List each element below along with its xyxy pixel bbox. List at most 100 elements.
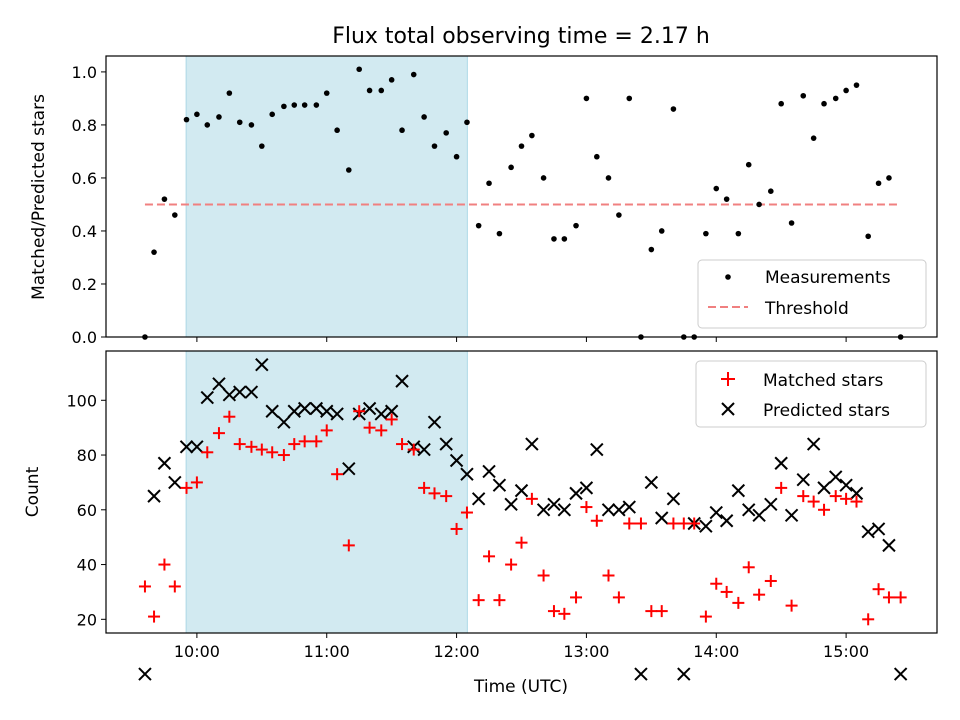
measurement-point bbox=[226, 90, 233, 96]
measurement-point bbox=[529, 132, 535, 139]
measurement-point bbox=[421, 114, 427, 120]
measurement-point bbox=[194, 111, 200, 118]
predicted-star-point bbox=[742, 503, 756, 517]
matched-star-point bbox=[602, 569, 615, 582]
matched-star-point bbox=[612, 591, 625, 604]
ratio-x-ticks bbox=[196, 337, 847, 342]
measurement-point bbox=[573, 222, 579, 229]
predicted-star-point bbox=[265, 404, 279, 418]
y-tick-label: 20 bbox=[77, 610, 97, 629]
predicted-star-point bbox=[817, 481, 831, 495]
measurement-points bbox=[142, 66, 904, 340]
x-tick-label: 13:00 bbox=[563, 642, 609, 661]
matched-star-point bbox=[894, 591, 907, 604]
measurement-point bbox=[865, 233, 871, 240]
measurement-point bbox=[788, 220, 795, 226]
matched-star-point bbox=[331, 468, 344, 481]
matched-star-point bbox=[785, 599, 798, 612]
matched-star-point bbox=[148, 610, 161, 623]
ratio-axes-frame bbox=[105, 55, 938, 338]
predicted-star-point bbox=[212, 377, 226, 391]
legend-predicted-marker bbox=[721, 402, 735, 416]
predicted-star-point bbox=[460, 467, 474, 481]
predicted-star-point bbox=[417, 442, 431, 457]
measurement-point bbox=[832, 95, 839, 102]
y-tick-label: 0.4 bbox=[72, 222, 97, 241]
measurement-point bbox=[626, 95, 633, 102]
x-tick-label: 10:00 bbox=[174, 642, 220, 661]
ratio-legend: Measurements Threshold bbox=[697, 259, 927, 329]
matched-star-point bbox=[245, 440, 258, 453]
predicted-star-point bbox=[839, 478, 853, 492]
predicted-star-point bbox=[569, 486, 583, 501]
matched-star-point bbox=[677, 517, 690, 530]
matched-star-point bbox=[655, 605, 668, 618]
predicted-star-point bbox=[731, 483, 746, 498]
matched-star-point bbox=[168, 580, 181, 593]
predicted-star-point bbox=[601, 503, 616, 517]
predicted-star-point bbox=[579, 481, 594, 495]
legend-measurements-label: Measurements bbox=[765, 268, 891, 288]
predicted-star-point bbox=[666, 492, 681, 506]
x-tick-label: 14:00 bbox=[693, 642, 739, 661]
measurement-point bbox=[464, 119, 470, 126]
measurement-point bbox=[670, 106, 677, 112]
matched-star-point bbox=[570, 591, 583, 604]
predicted-star-point bbox=[806, 437, 821, 451]
matched-star-point bbox=[288, 438, 301, 451]
measurement-point bbox=[540, 175, 547, 181]
matched-star-point bbox=[807, 495, 820, 508]
matched-star-point bbox=[472, 594, 485, 607]
measurement-point bbox=[518, 143, 525, 149]
y-tick-label: 60 bbox=[77, 501, 97, 520]
measurement-point bbox=[281, 103, 287, 110]
matched-star-point bbox=[590, 514, 603, 527]
measurement-point bbox=[821, 100, 827, 107]
matched-star-point bbox=[850, 495, 863, 508]
predicted-star-point bbox=[427, 415, 442, 429]
matched-star-point bbox=[385, 413, 398, 426]
matched-star-point bbox=[342, 539, 355, 552]
measurement-point bbox=[291, 102, 298, 108]
measurement-point bbox=[269, 111, 276, 118]
matched-star-point bbox=[818, 503, 831, 516]
measurement-point bbox=[810, 135, 817, 141]
measurement-point bbox=[658, 228, 665, 234]
matched-star-point bbox=[138, 580, 151, 593]
matched-star-point bbox=[450, 522, 463, 535]
measurement-point bbox=[216, 114, 222, 120]
measurement-point bbox=[236, 119, 243, 126]
predicted-star-point bbox=[557, 503, 572, 517]
matched-star-point bbox=[440, 490, 453, 503]
predicted-star-point bbox=[634, 667, 648, 681]
y-tick-label: 0.8 bbox=[72, 116, 97, 135]
matched-star-point bbox=[688, 517, 701, 530]
predicted-star-point bbox=[590, 442, 604, 457]
measurement-point bbox=[648, 246, 655, 253]
y-tick-label: 0.2 bbox=[72, 275, 97, 294]
predicted-star-point bbox=[504, 497, 518, 512]
predicted-star-point bbox=[829, 470, 843, 484]
matched-star-point bbox=[375, 424, 388, 437]
matched-star-point bbox=[460, 506, 473, 519]
measurement-point bbox=[875, 180, 882, 187]
predicted-star-point bbox=[547, 497, 561, 512]
measurement-point bbox=[313, 102, 320, 108]
matched-star-point bbox=[775, 481, 788, 494]
predicted-star-point bbox=[384, 404, 399, 418]
matched-star-point bbox=[764, 574, 777, 587]
matched-star-point bbox=[840, 492, 853, 505]
measurement-point bbox=[388, 77, 395, 83]
y-tick-label: 0.0 bbox=[72, 328, 97, 347]
predicted-star-point bbox=[190, 440, 204, 454]
matched-star-point bbox=[212, 427, 225, 440]
measurement-point bbox=[768, 188, 774, 194]
predicted-star-point bbox=[699, 519, 713, 533]
predicted-star-point bbox=[719, 514, 734, 528]
predicted-star-point bbox=[784, 508, 799, 522]
measurement-point bbox=[616, 212, 622, 218]
predicted-star-point bbox=[157, 456, 172, 470]
x-tick-label: 15:00 bbox=[823, 642, 869, 661]
predicted-star-point bbox=[774, 456, 788, 470]
